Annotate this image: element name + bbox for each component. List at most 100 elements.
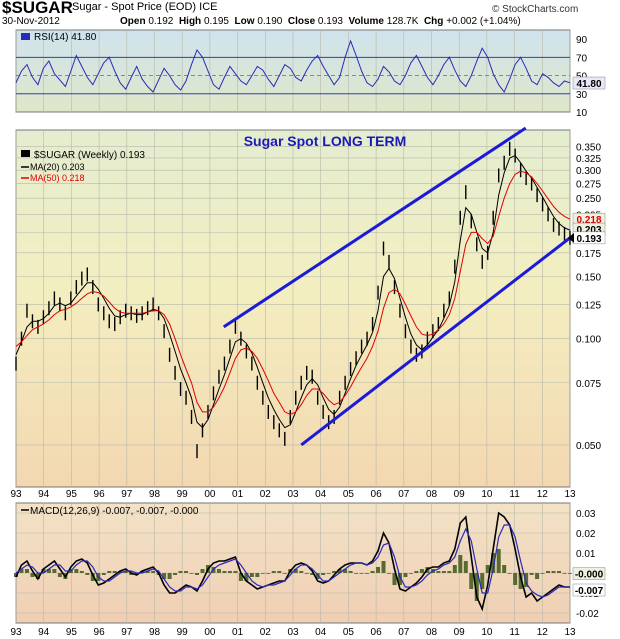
macd-histogram-bar (90, 573, 95, 581)
macd-tick-label: -0.02 (576, 609, 599, 620)
stockcharts-logo[interactable]: © StockCharts.com (492, 4, 579, 15)
x-tick-label: 99 (177, 489, 189, 500)
macd-histogram-bar (238, 573, 243, 581)
rsi-tick-label: 30 (576, 90, 588, 101)
macd-histogram-bar (244, 573, 249, 581)
x-tick-label: 06 (371, 627, 383, 638)
macd-histogram-bar (386, 573, 391, 574)
x-tick-label: 00 (204, 489, 216, 500)
macd-histogram-bar (145, 571, 150, 573)
macd-histogram-bar (227, 571, 232, 573)
x-tick-label: 08 (426, 489, 438, 500)
x-tick-label: 01 (232, 627, 244, 638)
x-tick-label: 11 (509, 627, 520, 638)
x-tick-label: 09 (454, 627, 466, 638)
chart-subtitle: Sugar - Spot Price (EOD) ICE (72, 1, 218, 13)
macd-histogram-bar (447, 571, 452, 573)
macd-histogram-bar (299, 571, 304, 573)
macd-histogram-bar (376, 567, 381, 573)
price-tick-label: 0.050 (576, 441, 601, 452)
macd-histogram-bar (74, 569, 79, 573)
close-label: Close (287, 16, 316, 27)
price-tick-label: 0.175 (576, 249, 601, 260)
macd-histogram-bar (381, 561, 386, 573)
chg-label: Chg (423, 16, 444, 27)
macd-histogram-bar (557, 571, 562, 573)
macd-histogram-bar (216, 569, 221, 573)
x-tick-label: 02 (260, 489, 272, 500)
x-tick-label: 96 (94, 489, 106, 500)
macd-histogram-bar (282, 573, 287, 574)
price-last-tag-text: 0.193 (576, 234, 601, 245)
macd-histogram-bar (562, 573, 567, 574)
macd-histogram-bar (79, 571, 84, 573)
x-tick-label: 98 (149, 627, 161, 638)
macd-histogram-bar (419, 569, 424, 573)
macd-histogram-bar (173, 573, 178, 575)
macd-histogram-bar (546, 571, 551, 573)
macd-histogram-bar (326, 573, 331, 574)
macd-histogram-bar (35, 573, 40, 579)
macd-histogram-bar (370, 571, 375, 573)
macd-histogram-bar (463, 561, 468, 573)
price-tick-label: 0.125 (576, 300, 601, 311)
macd-histogram-bar (129, 573, 134, 575)
macd-histogram-bar (101, 573, 106, 575)
rsi-tick-label: 10 (576, 108, 588, 119)
macd-histogram-bar (502, 565, 507, 573)
macd-histogram-bar (568, 573, 572, 574)
macd-histogram-bar (359, 573, 364, 574)
macd-histogram-bar (524, 573, 529, 587)
macd-histogram-bar (507, 573, 512, 574)
macd-tick-label: 0.01 (576, 549, 596, 560)
price-tick-label: 0.100 (576, 335, 601, 346)
macd-legend: MACD(12,26,9) -0.007, -0.007, -0.000 (30, 506, 199, 517)
macd-histogram-bar (200, 569, 205, 573)
macd-histogram-bar (52, 569, 57, 573)
x-tick-label: 02 (260, 627, 272, 638)
ticker-symbol: $SUGAR (2, 0, 73, 17)
price-tick-label: 0.275 (576, 180, 601, 191)
macd-histogram-bar (321, 573, 326, 575)
ma20-line (15, 154, 571, 429)
x-tick-label: 13 (564, 489, 576, 500)
rsi-tick-label: 70 (576, 53, 588, 64)
macd-histogram-bar (491, 553, 496, 573)
x-tick-label: 95 (66, 627, 78, 638)
macd-histogram-bar (529, 573, 534, 575)
x-tick-label: 05 (343, 627, 355, 638)
macd-histogram-bar (535, 573, 540, 579)
macd-last-tag-text: -0.007 (575, 586, 604, 597)
macd-histogram-bar (24, 569, 29, 573)
macd-line (15, 511, 570, 612)
macd-histogram-bar (112, 571, 117, 573)
macd-histogram-bar (343, 569, 348, 573)
macd-histogram-bar (469, 573, 474, 589)
macd-histogram-bar (392, 573, 397, 585)
x-tick-label: 99 (177, 627, 189, 638)
macd-histogram-bar (315, 573, 320, 579)
rsi-last-tag: 41.80 (572, 76, 606, 90)
x-tick-label: 01 (232, 489, 244, 500)
price-last-tag-text: 0.203 (576, 225, 601, 236)
macd-histogram-bar (260, 573, 265, 574)
x-tick-label: 05 (343, 489, 355, 500)
x-tick-label: 07 (398, 627, 410, 638)
x-tick-label: 98 (149, 489, 161, 500)
x-tick-label: 96 (94, 627, 106, 638)
macd-histogram-bar (310, 573, 315, 575)
x-tick-label: 93 (10, 489, 22, 500)
rsi-last-tag-text: 41.80 (576, 79, 601, 90)
x-tick-label: 09 (454, 489, 466, 500)
x-tick-label: 10 (481, 489, 493, 500)
macd-histogram-bar (255, 573, 260, 577)
high-value: 0.195 (203, 16, 229, 27)
macd-histogram-bar (123, 571, 128, 573)
x-tick-label: 08 (426, 627, 438, 638)
rsi-last-tag-box (572, 76, 606, 90)
x-tick-label: 04 (315, 627, 327, 638)
macd-last-tag: -0.007 (572, 583, 606, 597)
macd-histogram-bar (436, 571, 441, 573)
volume-value: 128.7K (386, 16, 419, 27)
macd-tick-label: 0.02 (576, 529, 596, 540)
